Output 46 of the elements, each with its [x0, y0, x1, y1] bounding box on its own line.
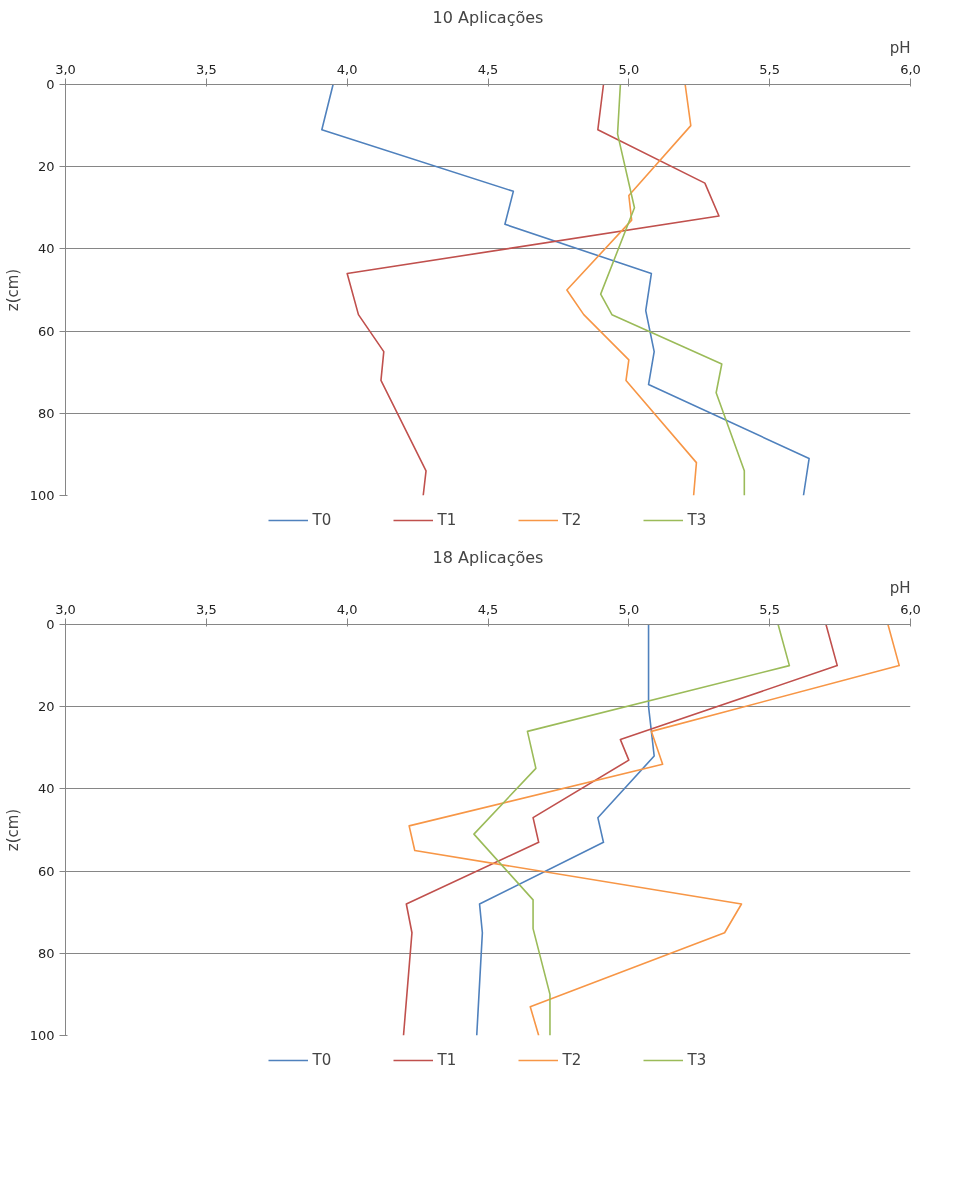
x-tick-label: 3,0: [55, 61, 76, 77]
y-tick-label: 20: [37, 699, 55, 715]
x-tick-label: 3,0: [55, 601, 76, 617]
line-series: [475, 624, 655, 1036]
x-tick-label: 4,5: [477, 61, 499, 77]
legend-label: T1: [437, 511, 458, 529]
x-tick-label: 4,0: [336, 61, 358, 77]
y-tick-label: 20: [37, 159, 55, 175]
line-series: [566, 84, 698, 496]
y-tick-label: 80: [37, 945, 55, 961]
y-tick-label: 0: [46, 617, 55, 632]
line-series: [321, 84, 810, 496]
x-tick-label: 3,5: [196, 61, 217, 77]
y-tick-label: 100: [29, 1028, 55, 1043]
y-tick-label: 80: [37, 405, 55, 421]
x-axis-title: pH: [889, 578, 911, 597]
legend-label: T0: [312, 1051, 333, 1069]
x-tick-label: 5,0: [618, 601, 640, 617]
x-axis-title: pH: [889, 38, 911, 57]
x-tick-label: 5,5: [759, 61, 781, 77]
x-tick-label: 5,5: [759, 601, 781, 617]
chart-title: 10 Aplicações: [432, 7, 544, 27]
legend-label: T3: [687, 511, 708, 529]
y-tick-label: 40: [37, 241, 55, 257]
line-series: [473, 624, 791, 1036]
y-tick-label: 60: [37, 863, 55, 879]
y-axis-title: z(cm): [3, 268, 22, 312]
legend-label: T0: [312, 511, 333, 529]
y-tick-label: 40: [37, 781, 55, 797]
chart-title: 18 Aplicações: [432, 547, 544, 567]
y-tick-label: 60: [37, 323, 55, 339]
legend-label: T3: [687, 1051, 708, 1069]
y-axis-title: z(cm): [3, 808, 22, 852]
line-series: [599, 84, 746, 496]
legend-label: T2: [562, 511, 583, 529]
x-tick-label: 6,0: [900, 61, 921, 77]
legend-label: T1: [437, 1051, 458, 1069]
x-tick-label: 4,5: [477, 601, 499, 617]
x-tick-label: 3,5: [196, 601, 217, 617]
y-tick-label: 100: [29, 488, 55, 503]
x-tick-label: 5,0: [618, 61, 640, 77]
legend-label: T2: [562, 1051, 583, 1069]
y-tick-label: 0: [46, 77, 55, 92]
x-tick-label: 6,0: [900, 601, 921, 617]
x-tick-label: 4,0: [336, 601, 358, 617]
line-series: [346, 84, 720, 496]
